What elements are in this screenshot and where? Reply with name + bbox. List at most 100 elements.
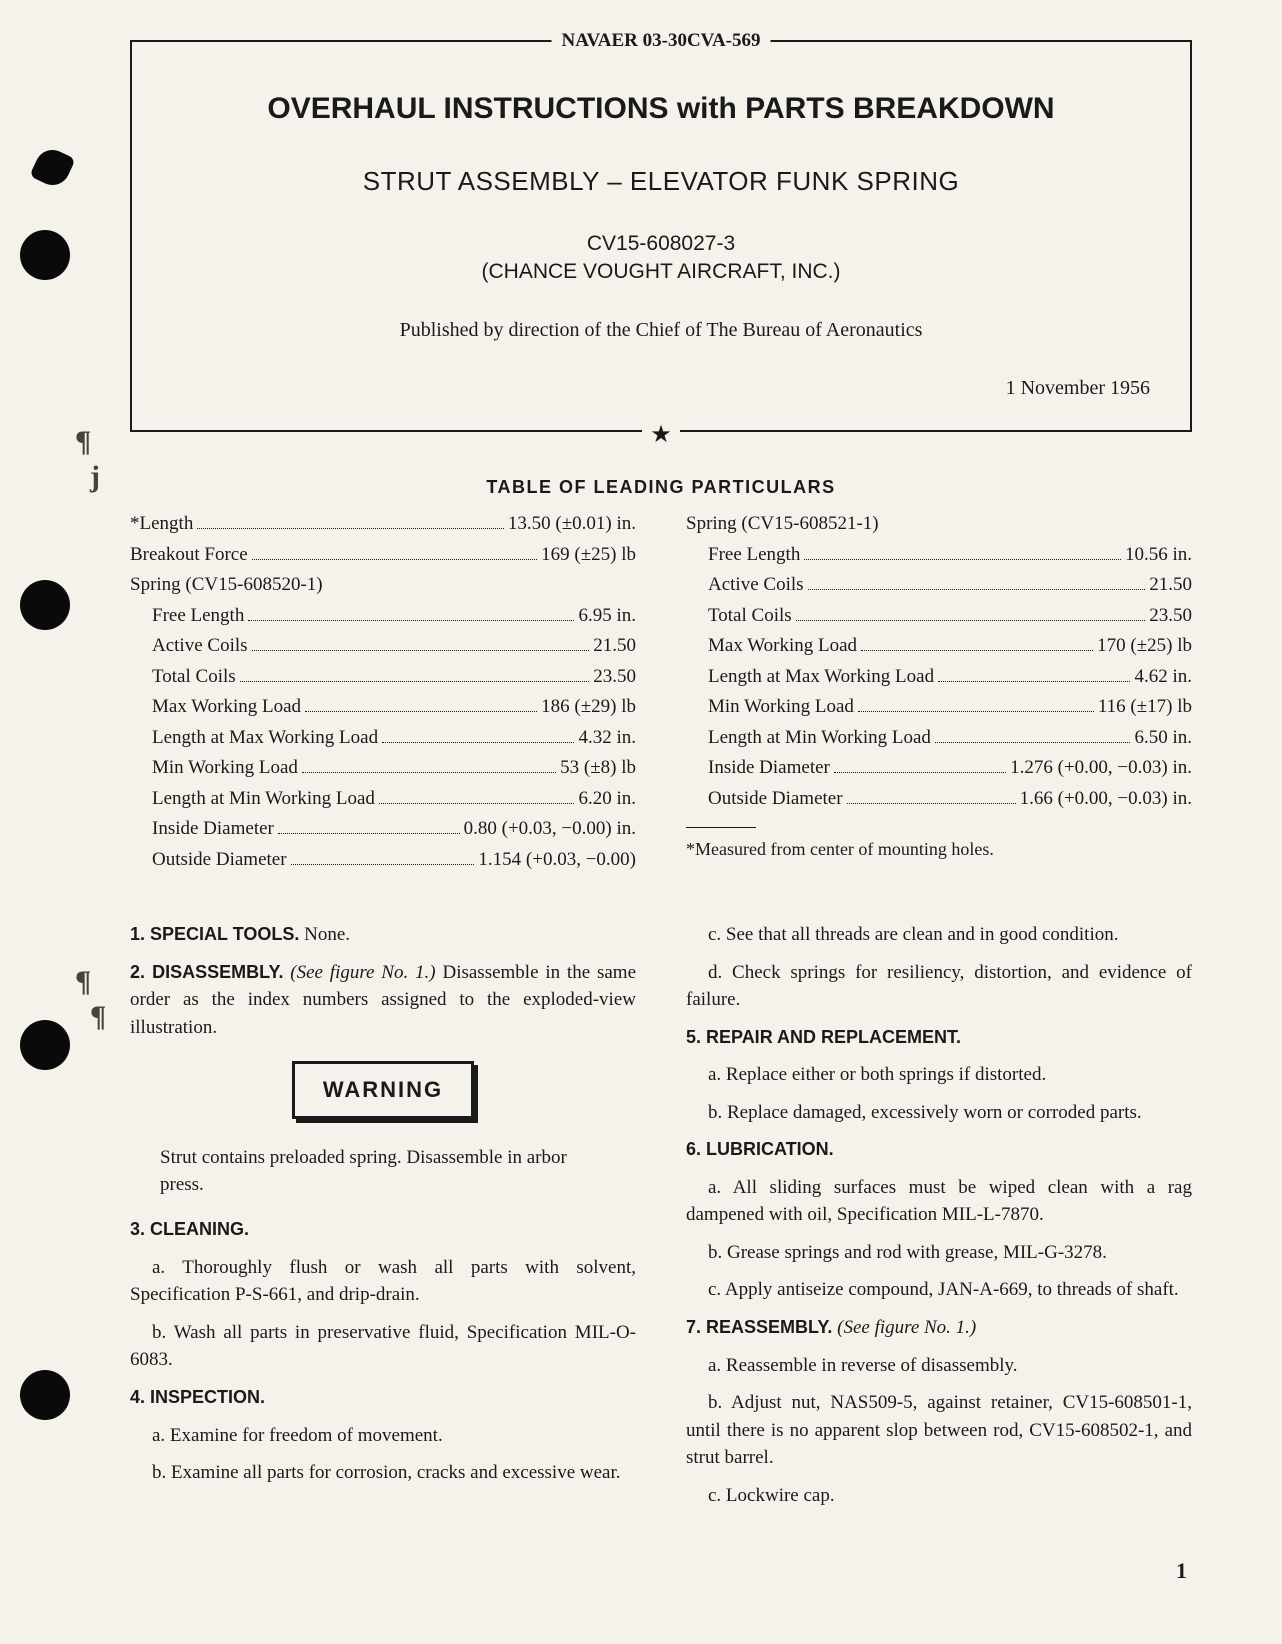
spec-value: 6.50 in. bbox=[1134, 724, 1192, 753]
sub-title: STRUT ASSEMBLY – ELEVATOR FUNK SPRING bbox=[172, 166, 1150, 197]
footnote-rule bbox=[686, 827, 756, 828]
spec-value: 186 (±29) lb bbox=[541, 693, 636, 722]
section-body: None. bbox=[299, 924, 350, 945]
section-4b: b. Examine all parts for corrosion, crac… bbox=[130, 1459, 636, 1487]
scan-artifact: ¶ bbox=[75, 965, 100, 1005]
spec-value: 0.80 (+0.03, −0.00) in. bbox=[464, 815, 636, 844]
spec-value: 6.20 in. bbox=[578, 785, 636, 814]
body-text: 1. SPECIAL TOOLS. None. 2. DISASSEMBLY. … bbox=[130, 921, 1192, 1519]
section-6c: c. Apply antiseize compound, JAN-A-669, … bbox=[686, 1276, 1192, 1304]
spec-value: 116 (±17) lb bbox=[1098, 693, 1192, 722]
spec-value: 21.50 bbox=[593, 632, 636, 661]
section-4-heading: 4. INSPECTION. bbox=[130, 1384, 636, 1412]
spec-value: 1.66 (+0.00, −0.03) in. bbox=[1020, 785, 1192, 814]
punch-hole bbox=[20, 580, 70, 630]
spec-label: Free Length bbox=[708, 541, 800, 570]
spec-value: 23.50 bbox=[1149, 602, 1192, 631]
spec-label: Total Coils bbox=[152, 663, 236, 692]
section-3-heading: 3. CLEANING. bbox=[130, 1216, 636, 1244]
spec-label: Spring (CV15-608521-1) bbox=[686, 510, 879, 539]
spec-value: 6.95 in. bbox=[578, 602, 636, 631]
scan-artifact: ¶ bbox=[90, 1000, 115, 1040]
figure-ref: (See figure No. 1.) bbox=[283, 962, 442, 983]
document-header: NAVAER 03-30CVA-569 bbox=[552, 30, 771, 52]
spec-label: Active Coils bbox=[152, 632, 248, 661]
punch-hole bbox=[20, 230, 70, 280]
body-left-column: 1. SPECIAL TOOLS. None. 2. DISASSEMBLY. … bbox=[130, 921, 636, 1519]
spec-label: Length at Min Working Load bbox=[708, 724, 931, 753]
star-divider: ★ bbox=[130, 418, 1192, 447]
section-3a: a. Thoroughly flush or wash all parts wi… bbox=[130, 1254, 636, 1309]
section-heading: 7. REASSEMBLY. bbox=[686, 1317, 832, 1337]
section-5a: a. Replace either or both springs if dis… bbox=[686, 1061, 1192, 1089]
spec-label: Spring (CV15-608520-1) bbox=[130, 571, 323, 600]
published-by: Published by direction of the Chief of T… bbox=[172, 319, 1150, 342]
main-title: OVERHAUL INSTRUCTIONS with PARTS BREAKDO… bbox=[172, 92, 1150, 126]
spec-label: *Length bbox=[130, 510, 193, 539]
section-heading: 2. DISASSEMBLY. bbox=[130, 962, 283, 982]
part-number: CV15-608027-3 bbox=[172, 232, 1150, 256]
spec-label: Length at Max Working Load bbox=[708, 663, 934, 692]
spec-label: Free Length bbox=[152, 602, 244, 631]
section-3b: b. Wash all parts in preservative fluid,… bbox=[130, 1319, 636, 1374]
spec-value: 169 (±25) lb bbox=[541, 541, 636, 570]
scan-artifact: ¶ bbox=[75, 425, 100, 465]
spec-value: 170 (±25) lb bbox=[1097, 632, 1192, 661]
section-2: 2. DISASSEMBLY. (See figure No. 1.) Disa… bbox=[130, 959, 636, 1042]
footnote-text: *Measured from center of mounting holes. bbox=[686, 836, 1192, 863]
scan-artifact: j bbox=[90, 460, 115, 500]
spec-value: 21.50 bbox=[1149, 571, 1192, 600]
publication-date: 1 November 1956 bbox=[172, 377, 1150, 400]
document-page: ¶ j ¶ ¶ NAVAER 03-30CVA-569 OVERHAUL INS… bbox=[0, 0, 1282, 1644]
spec-label: Max Working Load bbox=[708, 632, 857, 661]
figure-ref: (See figure No. 1.) bbox=[832, 1317, 976, 1338]
spec-label: Length at Max Working Load bbox=[152, 724, 378, 753]
section-5-heading: 5. REPAIR AND REPLACEMENT. bbox=[686, 1024, 1192, 1052]
spec-label: Outside Diameter bbox=[708, 785, 843, 814]
spec-value: 1.154 (+0.03, −0.00) bbox=[478, 846, 636, 875]
section-6a: a. All sliding surfaces must be wiped cl… bbox=[686, 1174, 1192, 1229]
spec-value: 4.62 in. bbox=[1134, 663, 1192, 692]
section-7-heading: 7. REASSEMBLY. (See figure No. 1.) bbox=[686, 1314, 1192, 1342]
section-heading: 4. INSPECTION. bbox=[130, 1387, 265, 1407]
spec-value: 23.50 bbox=[593, 663, 636, 692]
spec-value: 1.276 (+0.00, −0.03) in. bbox=[1010, 754, 1192, 783]
page-number: 1 bbox=[1176, 1558, 1187, 1584]
section-1: 1. SPECIAL TOOLS. None. bbox=[130, 921, 636, 949]
spec-value: 4.32 in. bbox=[578, 724, 636, 753]
particulars-left-column: *Length 13.50 (±0.01) in. Breakout Force 1… bbox=[130, 510, 636, 876]
spec-label: Active Coils bbox=[708, 571, 804, 600]
section-4d: d. Check springs for resiliency, distort… bbox=[686, 959, 1192, 1014]
spec-label: Breakout Force bbox=[130, 541, 248, 570]
section-6-heading: 6. LUBRICATION. bbox=[686, 1136, 1192, 1164]
warning-container: WARNING bbox=[130, 1051, 636, 1135]
particulars-table: *Length 13.50 (±0.01) in. Breakout Force 1… bbox=[130, 510, 1192, 876]
table-title: TABLE OF LEADING PARTICULARS bbox=[130, 477, 1192, 498]
spec-label: Min Working Load bbox=[152, 754, 298, 783]
spec-label: Total Coils bbox=[708, 602, 792, 631]
section-4c: c. See that all threads are clean and in… bbox=[686, 921, 1192, 949]
warning-label: WARNING bbox=[292, 1061, 474, 1119]
spec-label: Outside Diameter bbox=[152, 846, 287, 875]
spec-label: Length at Min Working Load bbox=[152, 785, 375, 814]
title-frame: NAVAER 03-30CVA-569 OVERHAUL INSTRUCTION… bbox=[130, 40, 1192, 432]
punch-hole-artifact bbox=[29, 144, 76, 191]
section-heading: 6. LUBRICATION. bbox=[686, 1139, 834, 1159]
section-heading: 5. REPAIR AND REPLACEMENT. bbox=[686, 1027, 961, 1047]
punch-hole bbox=[20, 1020, 70, 1070]
section-7c: c. Lockwire cap. bbox=[686, 1482, 1192, 1510]
section-4a: a. Examine for freedom of movement. bbox=[130, 1422, 636, 1450]
section-heading: 1. SPECIAL TOOLS. bbox=[130, 924, 299, 944]
warning-text: Strut contains preloaded spring. Disasse… bbox=[160, 1145, 606, 1198]
spec-label: Inside Diameter bbox=[152, 815, 274, 844]
spec-value: 13.50 (±0.01) in. bbox=[508, 510, 636, 539]
spec-label: Inside Diameter bbox=[708, 754, 830, 783]
body-right-column: c. See that all threads are clean and in… bbox=[686, 921, 1192, 1519]
particulars-right-column: Spring (CV15-608521-1) Free Length 10.56 … bbox=[686, 510, 1192, 876]
punch-hole bbox=[20, 1370, 70, 1420]
spec-value: 10.56 in. bbox=[1125, 541, 1192, 570]
section-7b: b. Adjust nut, NAS509-5, against retaine… bbox=[686, 1389, 1192, 1472]
section-6b: b. Grease springs and rod with grease, M… bbox=[686, 1239, 1192, 1267]
section-heading: 3. CLEANING. bbox=[130, 1219, 249, 1239]
spec-label: Max Working Load bbox=[152, 693, 301, 722]
